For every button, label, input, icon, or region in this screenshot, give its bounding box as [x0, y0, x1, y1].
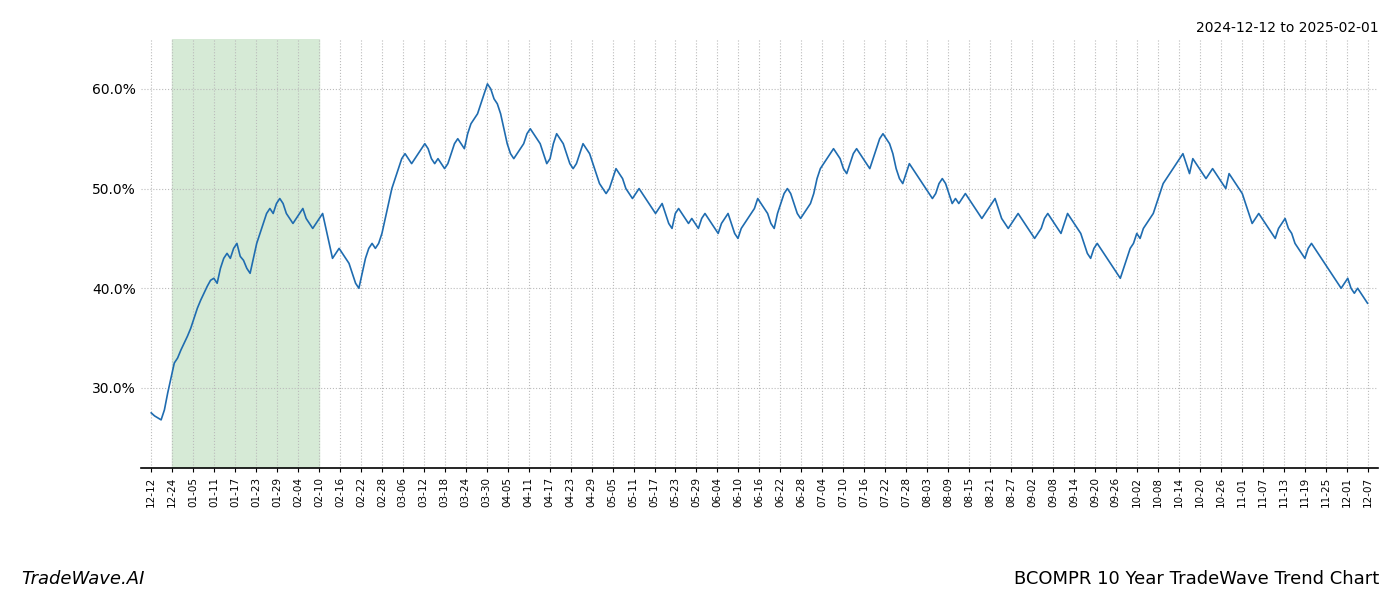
Text: TradeWave.AI: TradeWave.AI [21, 570, 144, 588]
Bar [172, 39, 319, 468]
Text: 2024-12-12 to 2025-02-01: 2024-12-12 to 2025-02-01 [1197, 21, 1379, 35]
Text: BCOMPR 10 Year TradeWave Trend Chart: BCOMPR 10 Year TradeWave Trend Chart [1014, 570, 1379, 588]
